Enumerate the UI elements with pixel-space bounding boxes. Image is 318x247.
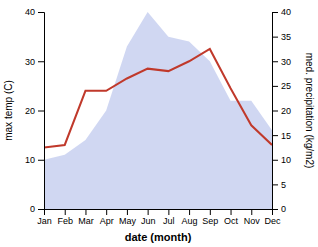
- tick-label: 25: [281, 81, 291, 91]
- line: [44, 49, 272, 148]
- tick: Jan: [37, 209, 52, 226]
- tick-mark: [85, 209, 86, 215]
- tick-mark: [38, 160, 44, 161]
- tick-mark: [65, 209, 66, 215]
- tick-label: 30: [281, 57, 291, 67]
- tick-mark: [127, 209, 128, 215]
- tick: Mar: [78, 209, 94, 226]
- tick-label: 10: [25, 155, 35, 165]
- tick: 15: [272, 131, 291, 141]
- tick-mark: [272, 37, 278, 38]
- tick: 5: [272, 180, 286, 190]
- tick: Dec: [264, 209, 281, 226]
- tick: Apr: [100, 209, 114, 226]
- tick: May: [119, 209, 137, 226]
- tick-label: 20: [25, 106, 35, 116]
- tick-mark: [272, 111, 278, 112]
- tick-mark: [272, 86, 278, 87]
- area: [44, 12, 272, 209]
- x-axis: Jan Feb Mar Apr May Jun Jul Aug Sep Oct NovDec: [37, 209, 281, 226]
- tick: 40: [25, 7, 44, 17]
- tick: Aug: [182, 209, 198, 226]
- tick: 10: [272, 155, 291, 165]
- tick-mark: [189, 209, 190, 215]
- tick: Jun: [141, 209, 156, 226]
- tick: Oct: [224, 209, 239, 226]
- tick-label: 40: [25, 7, 35, 17]
- x-axis-title: date (month): [125, 231, 192, 243]
- tick-mark: [272, 61, 278, 62]
- axis-line: [273, 13, 279, 210]
- tick-mark: [210, 209, 211, 215]
- tick-mark: [38, 12, 44, 13]
- tick-mark: [272, 12, 278, 13]
- axis-line: [45, 210, 273, 216]
- tick-label: 30: [25, 57, 35, 67]
- tick-mark: [272, 209, 278, 210]
- y2-axis-title: med. precipitation (kg/m2): [304, 53, 315, 169]
- tick-label: May: [119, 216, 137, 226]
- tick: 30: [272, 57, 291, 67]
- y-axis: 0 10 20 30 40: [25, 7, 45, 214]
- tick-label: Mar: [78, 216, 94, 226]
- tick-label: Oct: [224, 216, 239, 226]
- tick: 0: [30, 204, 44, 214]
- plot-area: JanFebMarAprMayJunJulAugSepOctNovDec0102…: [3, 7, 315, 243]
- tick-mark: [231, 209, 232, 215]
- tick-label: Jan: [37, 216, 52, 226]
- tick-mark: [106, 209, 107, 215]
- tick: 35: [272, 32, 291, 42]
- tick: Nov: [244, 209, 261, 226]
- tick: 25: [272, 81, 291, 91]
- tick-label: 0: [30, 204, 35, 214]
- tick-label: Jul: [163, 216, 175, 226]
- tick: 20: [25, 106, 44, 116]
- marks: [44, 12, 272, 209]
- chart: JanFebMarAprMayJunJulAugSepOctNovDec0102…: [0, 0, 318, 247]
- tick: 10: [25, 155, 44, 165]
- tick-mark: [272, 184, 278, 185]
- tick-label: 20: [281, 106, 291, 116]
- tick: 20: [272, 106, 291, 116]
- tick-label: Dec: [264, 216, 281, 226]
- tick-label: Sep: [202, 216, 218, 226]
- tick-mark: [272, 135, 278, 136]
- tick-mark: [38, 61, 44, 62]
- tick-mark: [38, 209, 44, 210]
- tick: Feb: [57, 209, 73, 226]
- y2-axis: 0 5 10 15 20 25 30 35 40: [272, 7, 291, 214]
- tick-label: Feb: [57, 216, 73, 226]
- tick: 30: [25, 57, 44, 67]
- tick-label: 0: [281, 204, 286, 214]
- tick-mark: [272, 160, 278, 161]
- tick-label: Aug: [182, 216, 198, 226]
- tick: 0: [272, 204, 286, 214]
- tick-label: 5: [281, 180, 286, 190]
- tick-mark: [168, 209, 169, 215]
- tick-mark: [251, 209, 252, 215]
- tick-label: 35: [281, 32, 291, 42]
- tick-mark: [38, 111, 44, 112]
- tick-label: 15: [281, 131, 291, 141]
- tick: Sep: [202, 209, 218, 226]
- tick-label: Nov: [244, 216, 261, 226]
- y-axis-title: max temp (C): [3, 80, 14, 141]
- tick: 40: [272, 7, 291, 17]
- tick-label: 40: [281, 7, 291, 17]
- tick-label: Jun: [141, 216, 156, 226]
- tick: Jul: [163, 209, 175, 226]
- axis-line: [38, 13, 45, 210]
- tick-mark: [148, 209, 149, 215]
- tick-label: Apr: [100, 216, 114, 226]
- tick-label: 10: [281, 155, 291, 165]
